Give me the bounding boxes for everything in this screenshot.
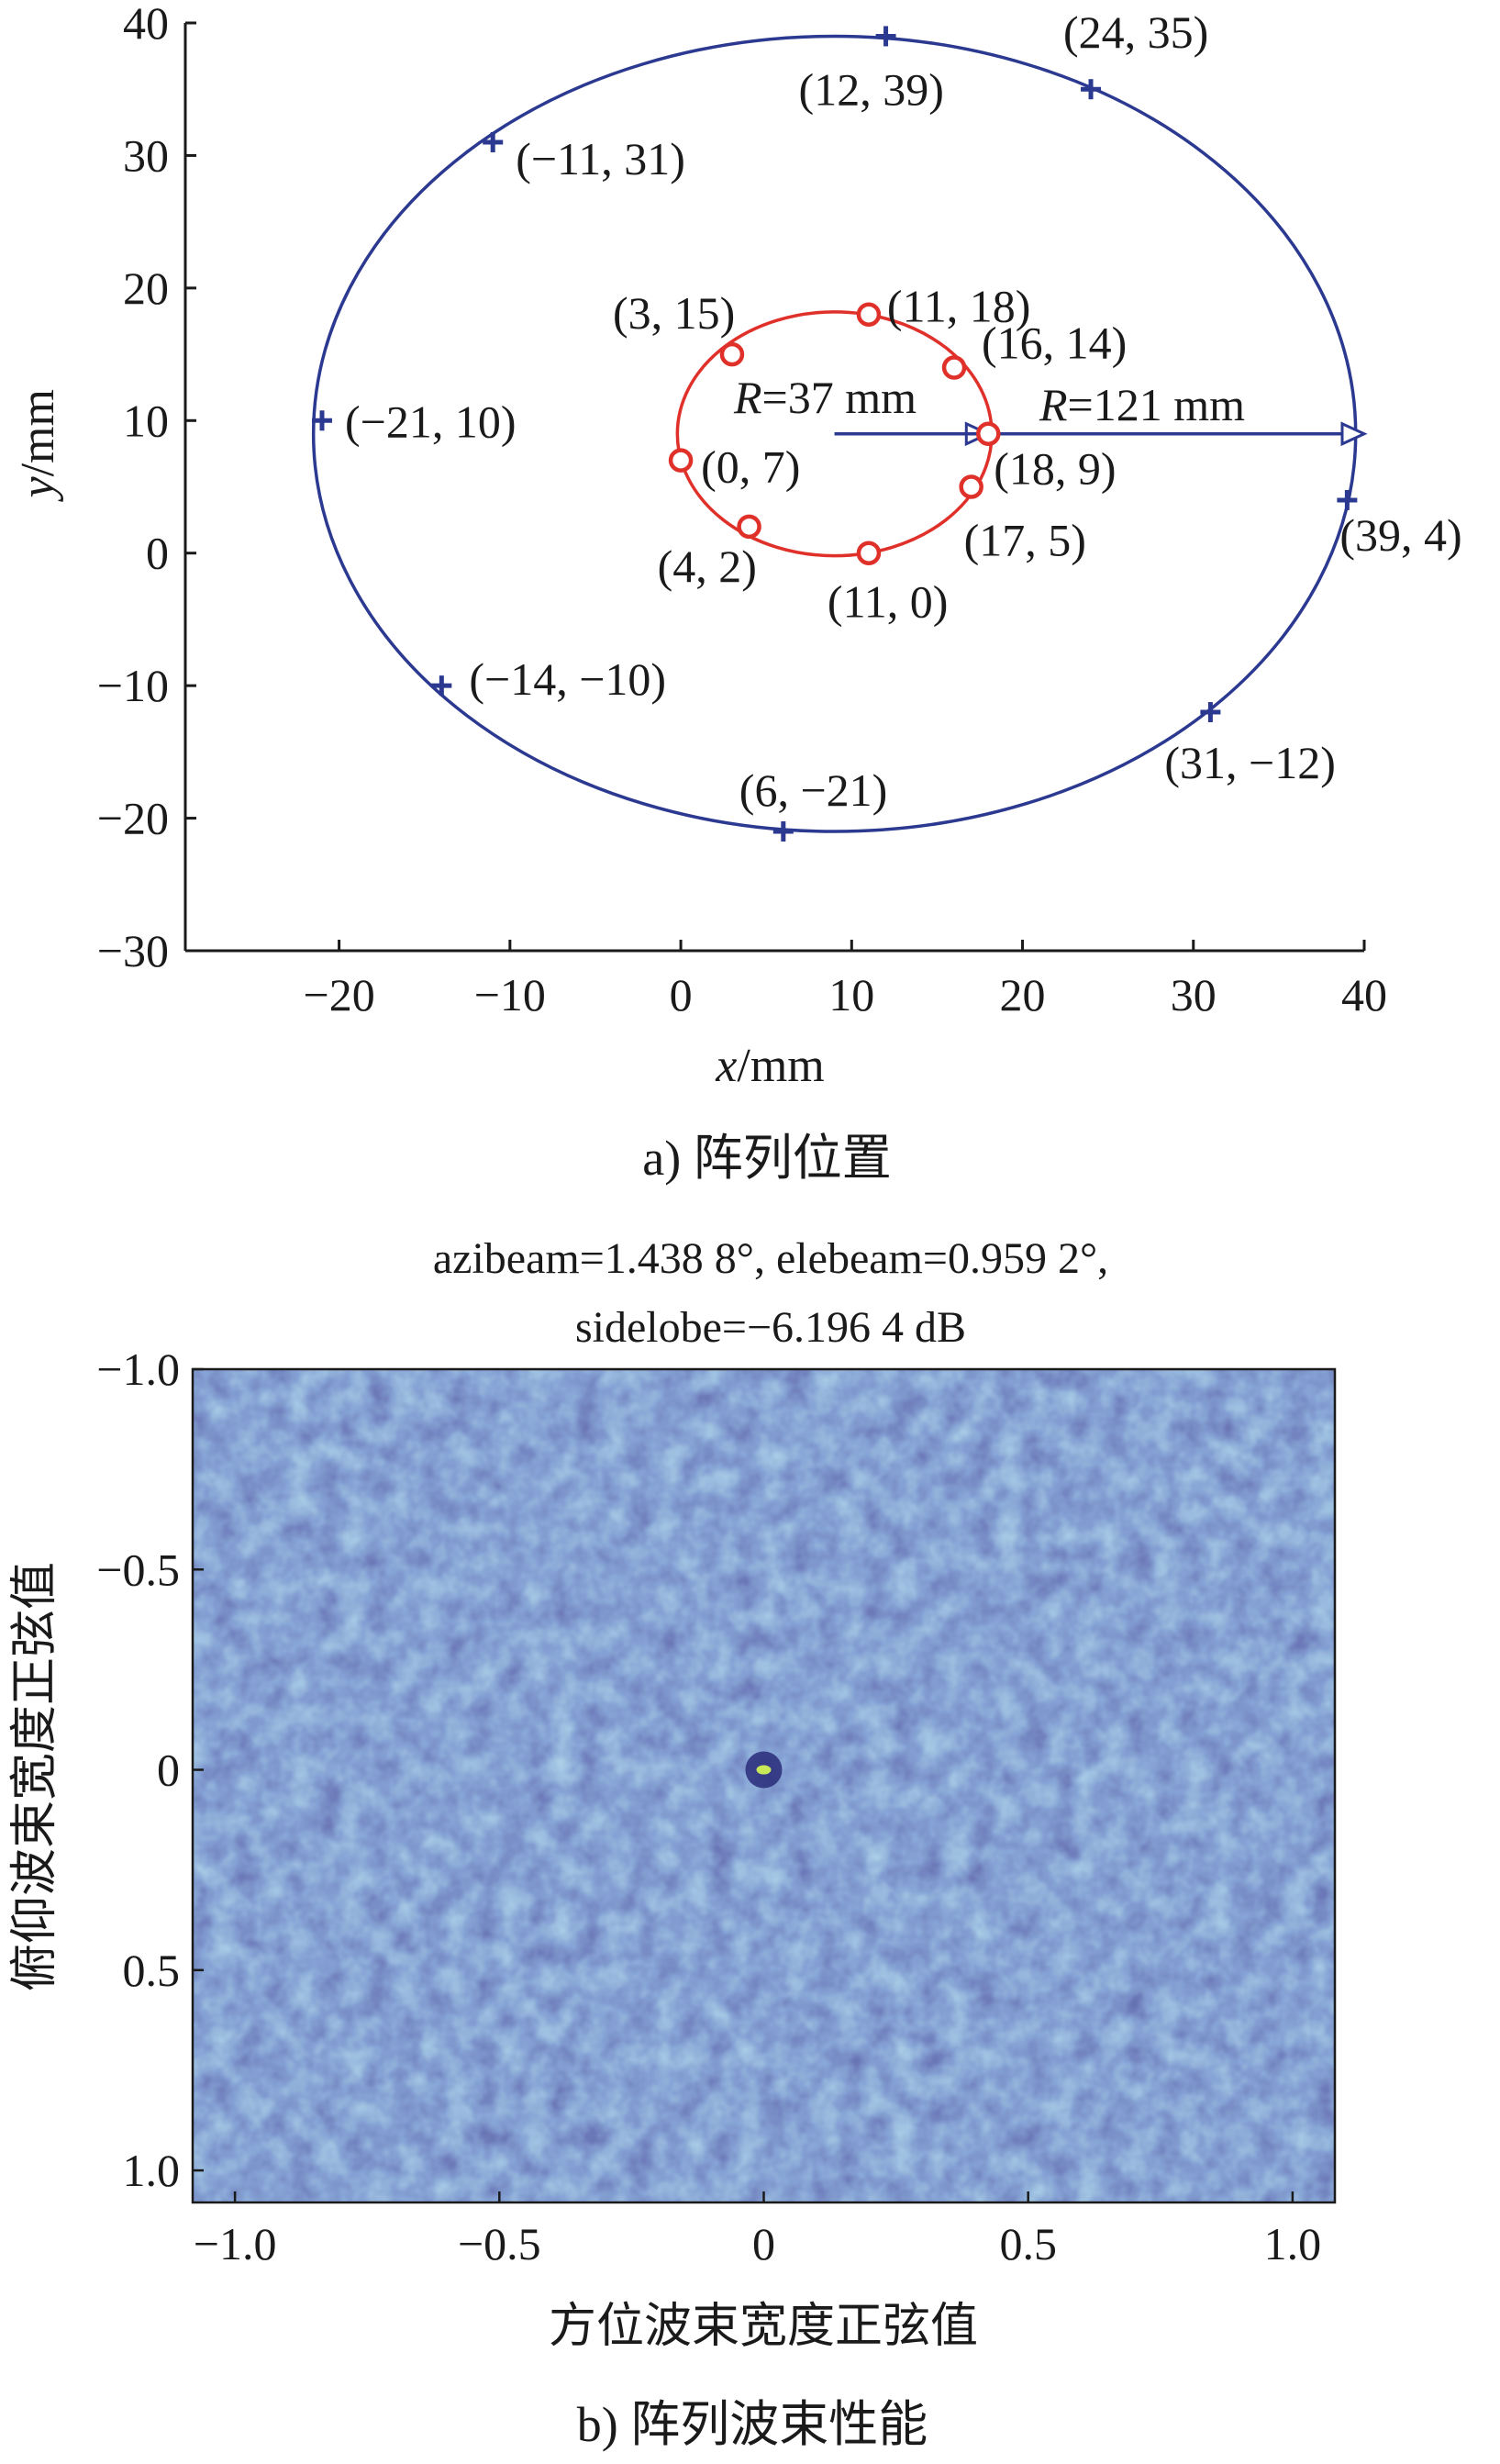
heatmap-y-axis-label: 俯仰波束宽度正弦值 bbox=[9, 1562, 61, 1991]
heatmap-title-line2: sidelobe=−6.196 4 dB bbox=[575, 1303, 966, 1352]
circle-marker bbox=[719, 341, 745, 367]
point-label: (24, 35) bbox=[1063, 6, 1208, 58]
circle-marker bbox=[959, 474, 983, 499]
circle-marker bbox=[976, 421, 1001, 446]
ticks-a: −20 −10 0 10 20 30 40 −30 −20 −10 0 10 20 30 40 bbox=[97, 0, 1387, 1020]
circle-marker bbox=[737, 514, 761, 540]
heatmap-image bbox=[193, 1369, 1335, 2202]
x-axis-label: x/mm bbox=[715, 1040, 824, 1092]
point-label: (3, 15) bbox=[613, 287, 735, 339]
plus-marker bbox=[1200, 702, 1221, 723]
point-label: (31, −12) bbox=[1164, 737, 1336, 788]
x-tick-label: 20 bbox=[1000, 969, 1046, 1020]
y-axis-label: y/mm bbox=[12, 389, 64, 502]
plus-marker bbox=[1337, 489, 1358, 510]
point-label: (4, 2) bbox=[658, 541, 757, 592]
ticks-b: −1.0 −0.5 0 0.5 1.0 −1.0 −0.5 0 0.5 1.0 bbox=[96, 1343, 1321, 2269]
heatmap-field bbox=[193, 1369, 1335, 2202]
circle-marker bbox=[856, 302, 882, 327]
circle-marker bbox=[856, 541, 882, 565]
x-tick-label: 0 bbox=[670, 969, 693, 1020]
point-labels: (12, 39) (24, 35) (−11, 31) (−21, 10) (39, 4… bbox=[345, 6, 1462, 816]
point-label: (6, −21) bbox=[739, 764, 888, 816]
plus-marker bbox=[483, 131, 504, 152]
array-markers bbox=[311, 26, 1358, 842]
x-tick-label: 40 bbox=[1341, 969, 1387, 1020]
y-tick-label: −0.5 bbox=[96, 1544, 180, 1595]
point-label: (−11, 31) bbox=[516, 133, 685, 184]
point-label: (39, 4) bbox=[1339, 509, 1461, 561]
y-tick-label: 0 bbox=[146, 528, 169, 579]
x-tick-label: 0 bbox=[752, 2218, 775, 2269]
caption-a: a) 阵列位置 bbox=[642, 1131, 891, 1186]
y-tick-label: 30 bbox=[123, 129, 169, 181]
array-position-chart: (12, 39) (24, 35) (−11, 31) (−21, 10) (39, 4… bbox=[12, 0, 1462, 1186]
x-tick-label: −10 bbox=[474, 969, 546, 1020]
plus-marker bbox=[875, 26, 896, 47]
point-label: (17, 5) bbox=[964, 515, 1086, 566]
plus-marker bbox=[311, 410, 332, 431]
point-label: (11, 18) bbox=[887, 281, 1030, 332]
point-label: (0, 7) bbox=[701, 441, 800, 493]
x-tick-label: 0.5 bbox=[999, 2218, 1057, 2269]
y-tick-label: 20 bbox=[123, 262, 169, 314]
x-tick-label: −1.0 bbox=[194, 2218, 277, 2269]
circle-marker bbox=[668, 448, 694, 473]
beam-pattern-heatmap: azibeam=1.438 8°, elebeam=0.959 2°, side… bbox=[9, 1234, 1337, 2452]
y-tick-label: 10 bbox=[123, 395, 169, 446]
radius-labels: R=37 mm R=121 mm bbox=[733, 372, 1245, 430]
point-label: (16, 14) bbox=[982, 318, 1127, 369]
point-label: (−14, −10) bbox=[469, 653, 666, 705]
radius-label: R=121 mm bbox=[1039, 379, 1245, 430]
y-tick-label: 0.5 bbox=[123, 1945, 181, 1996]
y-tick-label: −30 bbox=[97, 925, 169, 976]
heatmap-x-axis-label: 方位波束宽度正弦值 bbox=[549, 2301, 978, 2353]
x-tick-label: −0.5 bbox=[458, 2218, 541, 2269]
x-tick-label: 1.0 bbox=[1264, 2218, 1322, 2269]
point-label: (11, 0) bbox=[828, 576, 948, 628]
y-tick-label: −1.0 bbox=[96, 1343, 180, 1395]
plus-marker bbox=[431, 675, 452, 697]
radius-label: R=37 mm bbox=[733, 372, 917, 423]
x-tick-label: 10 bbox=[828, 969, 874, 1020]
point-label: (−21, 10) bbox=[345, 396, 516, 447]
heatmap-title-line1: azibeam=1.438 8°, elebeam=0.959 2°, bbox=[433, 1234, 1108, 1283]
plus-marker bbox=[772, 821, 794, 842]
y-tick-label: −10 bbox=[97, 660, 169, 711]
main-lobe-peak bbox=[756, 1765, 772, 1775]
y-tick-label: 1.0 bbox=[123, 2145, 181, 2196]
circle-marker bbox=[941, 355, 967, 380]
plus-marker bbox=[1081, 79, 1102, 100]
y-tick-label: 40 bbox=[123, 0, 169, 49]
axes-a bbox=[183, 23, 1364, 953]
y-tick-label: −20 bbox=[97, 793, 169, 844]
x-tick-label: −20 bbox=[304, 969, 375, 1020]
caption-b: b) 阵列波束性能 bbox=[577, 2397, 928, 2452]
y-tick-label: 0 bbox=[157, 1745, 180, 1796]
arrowhead-icon bbox=[1340, 421, 1368, 447]
point-label: (12, 39) bbox=[799, 63, 944, 115]
x-tick-label: 30 bbox=[1171, 969, 1217, 1020]
point-label: (18, 9) bbox=[994, 443, 1116, 495]
